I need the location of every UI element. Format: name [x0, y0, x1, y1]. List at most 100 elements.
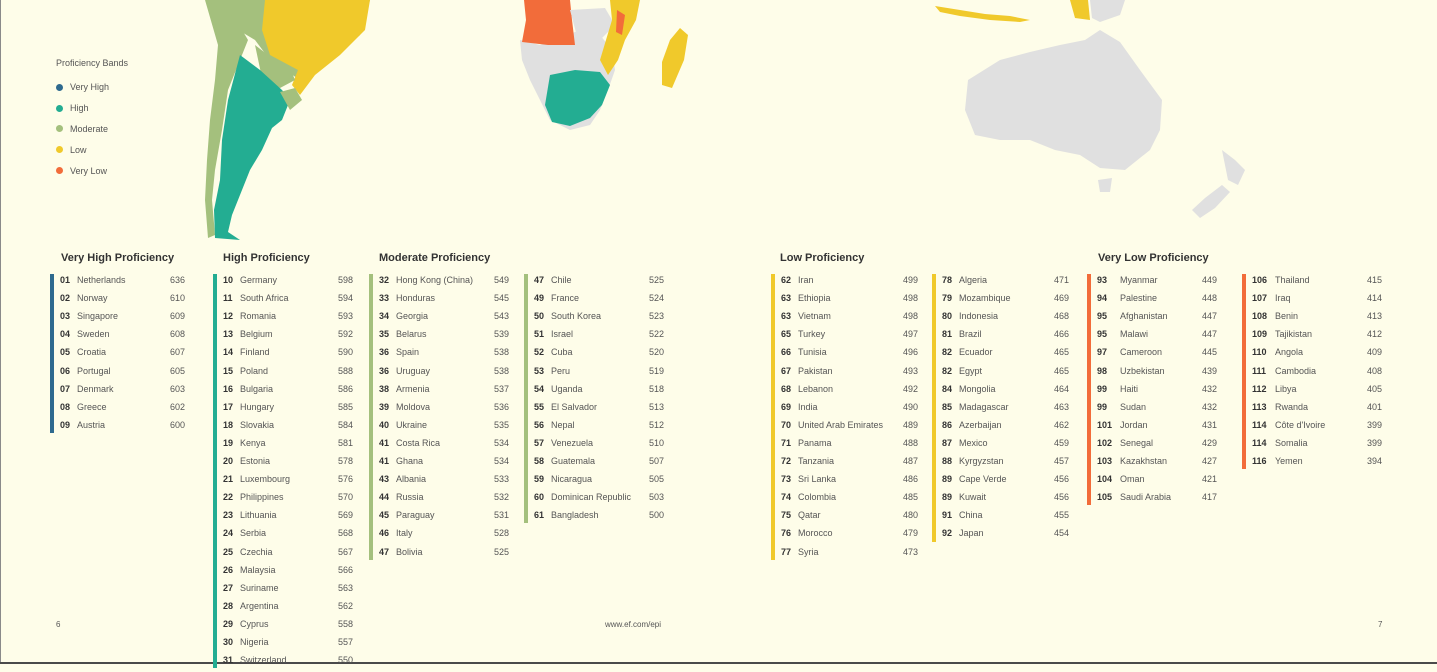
country-score: 523: [648, 311, 664, 322]
country-score: 445: [1201, 347, 1217, 358]
country-name: Singapore: [77, 311, 119, 322]
country-row: 108 Benin 413: [1252, 310, 1382, 328]
country-name: India: [798, 401, 818, 412]
country-name: Vietnam: [798, 311, 831, 322]
country-score: 518: [648, 383, 664, 394]
country-name: Saudi Arabia: [1120, 492, 1172, 503]
country-row: 39 Moldova 536: [379, 401, 509, 419]
country-name: Nicaragua: [551, 474, 593, 485]
map-angola: [522, 0, 575, 45]
country-score: 417: [1201, 492, 1217, 503]
country-rank: 63: [781, 311, 792, 322]
country-rank: 113: [1252, 401, 1267, 412]
country-row: 24 Serbia 568: [223, 527, 353, 545]
country-score: 455: [1053, 510, 1069, 521]
country-row: 63 Vietnam 498: [781, 310, 918, 328]
country-name: Cuba: [551, 347, 573, 358]
country-row: 104 Oman 421: [1097, 473, 1217, 491]
ranking-column: 47 Chile 525 49 France 524 50 South Korea 523 51 I…: [524, 274, 664, 527]
country-score: 465: [1053, 347, 1069, 358]
country-name: Azerbaijan: [959, 419, 1002, 430]
country-row: 38 Armenia 537: [379, 383, 509, 401]
country-score: 405: [1366, 383, 1382, 394]
country-row: 13 Belgium 592: [223, 328, 353, 346]
country-name: Somalia: [1275, 437, 1308, 448]
country-row: 31 Switzerland 550: [223, 654, 353, 672]
country-name: Lithuania: [240, 510, 277, 521]
country-rank: 45: [379, 510, 390, 521]
country-score: 469: [1053, 293, 1069, 304]
country-row: 114 Somalia 399: [1252, 437, 1382, 455]
country-name: Thailand: [1275, 275, 1310, 285]
country-rank: 62: [781, 275, 792, 285]
country-score: 533: [493, 474, 509, 485]
country-name: Armenia: [396, 383, 430, 394]
country-score: 454: [1053, 528, 1069, 539]
country-name: Belarus: [396, 329, 427, 340]
country-score: 507: [648, 456, 664, 466]
country-row: 74 Colombia 485: [781, 491, 918, 509]
country-name: Panama: [798, 437, 832, 448]
country-rank: 18: [223, 419, 234, 430]
country-row: 85 Madagascar 463: [942, 401, 1069, 419]
country-rank: 79: [942, 293, 953, 304]
country-rank: 25: [223, 546, 234, 557]
country-name: Palestine: [1120, 293, 1158, 304]
country-row: 56 Nepal 512: [534, 419, 664, 437]
country-row: 89 Kuwait 456: [942, 491, 1069, 509]
country-name: Israel: [551, 329, 574, 340]
country-rank: 39: [379, 401, 390, 412]
country-name: Malaysia: [240, 564, 276, 575]
country-row: 86 Azerbaijan 462: [942, 419, 1069, 437]
country-row: 102 Senegal 429: [1097, 437, 1217, 455]
country-rank: 105: [1097, 492, 1113, 503]
country-name: Ghana: [396, 456, 424, 466]
country-rank: 94: [1097, 293, 1108, 304]
country-name: Norway: [77, 293, 108, 304]
band-title: Moderate Proficiency: [379, 252, 491, 264]
country-row: 97 Cameroon 445: [1097, 346, 1217, 364]
country-score: 413: [1366, 311, 1382, 322]
country-row: 116 Yemen 394: [1252, 455, 1382, 473]
country-name: Uganda: [551, 383, 583, 394]
country-row: 28 Argentina 562: [223, 600, 353, 618]
country-rank: 67: [781, 365, 792, 376]
country-rank: 71: [781, 437, 792, 448]
country-rank: 73: [781, 474, 792, 485]
country-rank: 36: [379, 365, 390, 376]
country-name: Argentina: [240, 600, 279, 611]
country-name: Finland: [240, 347, 270, 358]
country-rank: 75: [781, 510, 792, 521]
country-name: Uzbekistan: [1120, 365, 1165, 376]
country-row: 75 Qatar 480: [781, 509, 918, 527]
country-rank: 77: [781, 546, 792, 557]
legend-dot-icon: [56, 146, 63, 154]
country-name: Cambodia: [1275, 365, 1317, 376]
country-rank: 111: [1252, 365, 1267, 376]
country-row: 19 Kenya 581: [223, 437, 353, 455]
page-left-border: [0, 0, 1, 664]
country-name: Bulgaria: [240, 383, 274, 394]
country-rank: 101: [1097, 419, 1113, 430]
country-score: 532: [493, 492, 509, 503]
country-name: Côte d'Ivoire: [1275, 419, 1326, 430]
country-score: 570: [337, 492, 353, 503]
country-row: 27 Suriname 563: [223, 582, 353, 600]
country-name: Hungary: [240, 401, 275, 412]
country-row: 14 Finland 590: [223, 346, 353, 364]
country-score: 586: [337, 383, 353, 394]
country-name: Paraguay: [396, 510, 435, 521]
country-rank: 15: [223, 365, 234, 376]
country-row: 40 Ukraine 535: [379, 419, 509, 437]
country-score: 538: [493, 365, 509, 376]
country-rank: 84: [942, 383, 953, 394]
country-score: 464: [1053, 383, 1069, 394]
country-name: Cameroon: [1120, 347, 1163, 358]
country-score: 409: [1366, 347, 1382, 358]
country-name: Iraq: [1275, 293, 1291, 304]
country-score: 401: [1366, 401, 1382, 412]
country-rank: 82: [942, 347, 953, 358]
country-row: 60 Dominican Republic 503: [534, 491, 664, 509]
country-name: Sweden: [77, 329, 110, 340]
country-rank: 104: [1097, 474, 1113, 485]
